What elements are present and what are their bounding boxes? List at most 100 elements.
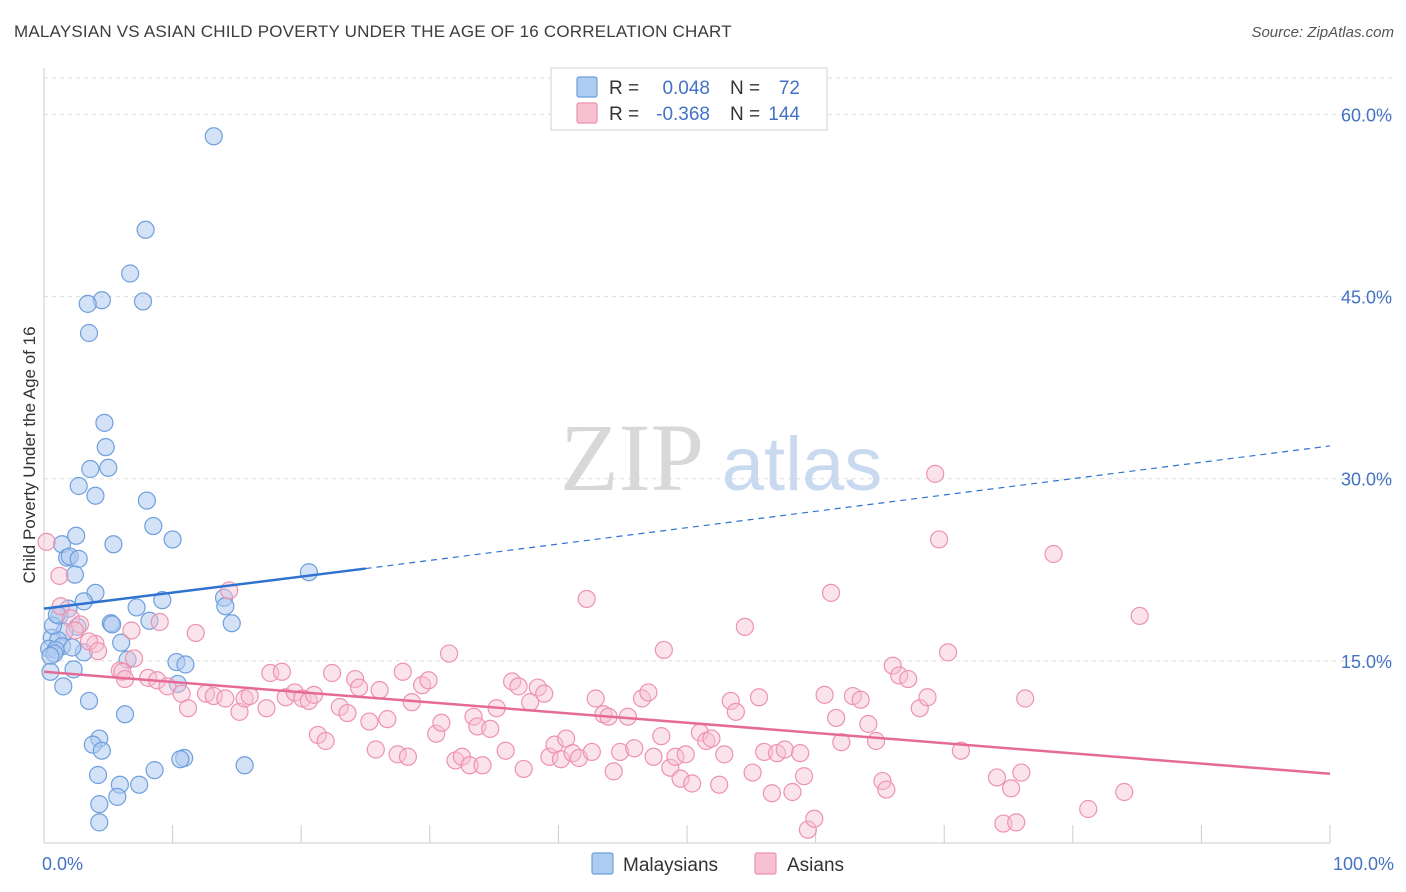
malaysians-point [204, 127, 223, 146]
legend-r-label-1: R = [609, 78, 639, 99]
malaysians-point [144, 516, 163, 536]
asians-point [216, 689, 235, 708]
asians-trend-line [43, 670, 1331, 776]
malaysians-point [171, 750, 190, 769]
asians-point [257, 699, 276, 718]
asians-point [873, 771, 892, 791]
legend-r-value-2: -0.368 [656, 104, 710, 125]
asians-point [918, 688, 937, 707]
malaysians-point [235, 756, 254, 775]
asians-point [1130, 606, 1149, 626]
asians-point [577, 589, 596, 609]
asians-point [349, 678, 369, 697]
gridlines [44, 77, 1392, 662]
asians-point [899, 669, 918, 689]
tick-labels: 15.0% 30.0% 45.0% 60.0% 0.0% 100.0% [42, 105, 1394, 874]
malaysians-point [137, 491, 156, 510]
malaysians-point [127, 598, 146, 617]
malaysians-point [69, 476, 88, 496]
asians-point [514, 759, 533, 779]
asians-point [726, 702, 745, 721]
malaysians-point [108, 787, 127, 806]
malaysians-point [176, 655, 195, 674]
asians-point [926, 464, 945, 483]
malaysians-point [69, 549, 88, 568]
asians-point [186, 623, 205, 643]
asians-point [755, 742, 774, 762]
malaysians-point [99, 458, 118, 477]
asians-point [938, 643, 958, 662]
malaysians-point [163, 530, 182, 549]
asians-point [370, 680, 389, 700]
series-legend-swatch-malaysians [591, 852, 614, 875]
asians-point [509, 677, 528, 696]
watermark: ZIP atlas [560, 404, 882, 511]
asians-point [866, 731, 886, 751]
asians-point [1016, 689, 1035, 708]
malaysians-point [78, 294, 97, 313]
malaysians-point [41, 646, 60, 666]
y-tick-label-0: 15.0% [1341, 652, 1392, 672]
legend-r-value-1: 0.048 [662, 78, 710, 99]
malaysians-point [299, 563, 319, 582]
asians-point [122, 621, 141, 640]
asians-point [378, 710, 397, 729]
watermark-zip: ZIP [560, 404, 704, 511]
asians-point [890, 666, 909, 685]
series-legend-asians: Asians [787, 855, 844, 876]
asians-point [644, 747, 663, 766]
asians-point [481, 719, 500, 738]
asians-point [775, 740, 794, 759]
correlation-legend: R = 0.048 N = 72 R = -0.368 N = 144 [550, 67, 828, 131]
asians-point [178, 699, 198, 718]
legend-n-value-1: 72 [779, 78, 800, 99]
asians-point [360, 712, 379, 731]
asians-point [322, 663, 342, 683]
asians-point [604, 762, 623, 781]
legend-swatch-asians [576, 102, 598, 124]
asians-point [715, 745, 734, 764]
asians-point [877, 780, 896, 799]
y-tick-label-2: 45.0% [1341, 288, 1392, 308]
malaysians-point [90, 795, 109, 814]
asians-point [951, 741, 971, 760]
asians-point [851, 690, 870, 709]
asians-point [1001, 779, 1021, 798]
asians-point [419, 671, 438, 690]
asians-point [432, 713, 451, 732]
asians-point [535, 684, 554, 703]
malaysians-point [90, 813, 109, 832]
asians-point [439, 644, 459, 663]
asians-point [113, 662, 132, 681]
asians-point [272, 662, 292, 681]
asians-point [1079, 799, 1098, 819]
asians-point [473, 756, 492, 775]
asians-point [230, 702, 249, 721]
malaysians-point [136, 220, 155, 239]
malaysians-point [65, 565, 84, 584]
asians-point [743, 763, 762, 782]
asians-point [987, 768, 1007, 787]
asians-point [37, 532, 56, 551]
malaysians-point [88, 765, 108, 785]
malaysians-point [112, 633, 131, 652]
asians-point [735, 617, 754, 636]
asians-point [639, 683, 658, 702]
x-tick-label-1: 100.0% [1333, 854, 1394, 874]
asians-points [37, 464, 1149, 839]
source-label: Source: ZipAtlas.com [1251, 24, 1394, 41]
malaysians-point [81, 459, 100, 479]
asians-point [65, 621, 84, 640]
malaysians-point [153, 591, 172, 610]
malaysians-point [95, 413, 114, 432]
malaysians-point [86, 486, 105, 505]
asians-point [827, 708, 846, 728]
asians-point [586, 689, 605, 708]
asians-point [710, 775, 729, 794]
asians-point [1007, 813, 1026, 832]
asians-point [204, 686, 223, 706]
asians-point [702, 729, 721, 748]
asians-point [652, 727, 671, 746]
malaysians-point [79, 323, 99, 343]
asians-point [859, 714, 878, 734]
